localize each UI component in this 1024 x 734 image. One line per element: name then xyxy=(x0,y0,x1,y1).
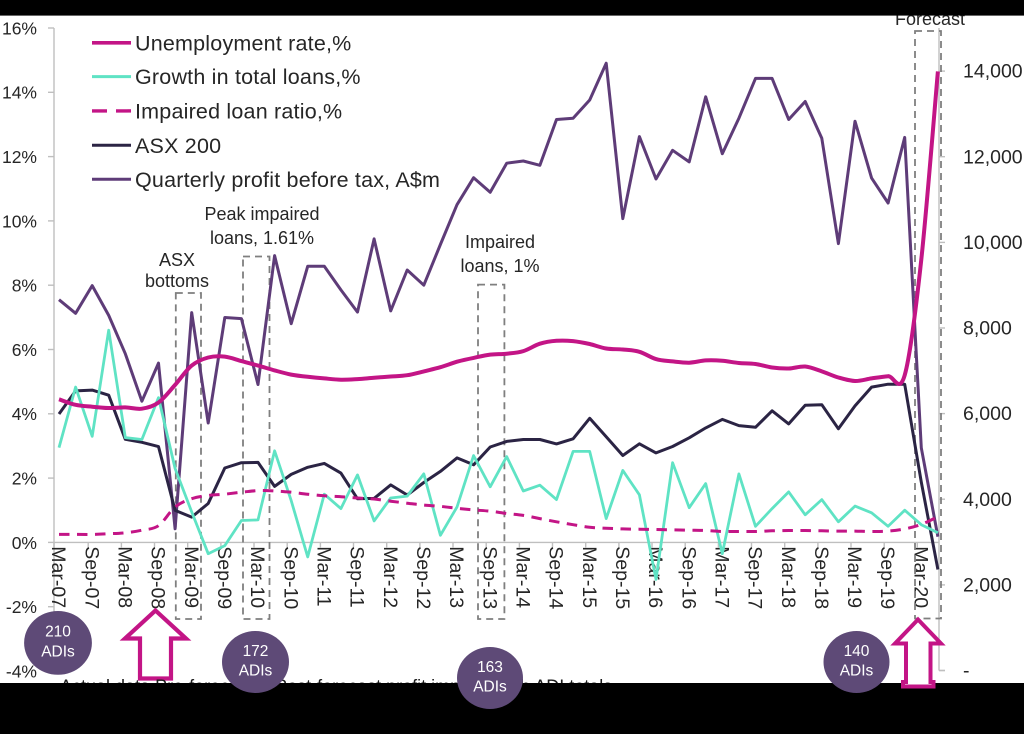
svg-text:Sep-19: Sep-19 xyxy=(876,546,898,609)
svg-text:0%: 0% xyxy=(12,533,37,553)
svg-text:bottoms: bottoms xyxy=(145,271,209,291)
svg-text:16%: 16% xyxy=(2,18,37,38)
svg-text:2,000: 2,000 xyxy=(963,575,1012,597)
svg-text:210: 210 xyxy=(45,624,71,641)
svg-text:Mar-20: Mar-20 xyxy=(909,546,931,608)
svg-text:163: 163 xyxy=(477,659,503,676)
svg-text:12%: 12% xyxy=(2,147,37,167)
svg-text:4%: 4% xyxy=(12,404,37,424)
svg-text:Sep-07: Sep-07 xyxy=(80,546,102,609)
svg-text:Mar-17: Mar-17 xyxy=(710,546,732,608)
svg-text:12,000: 12,000 xyxy=(963,146,1023,168)
svg-text:Sep-08: Sep-08 xyxy=(147,546,169,609)
svg-text:Mar-11: Mar-11 xyxy=(312,546,334,606)
svg-text:loans, 1.61%: loans, 1.61% xyxy=(210,228,314,248)
svg-text:Sep-17: Sep-17 xyxy=(744,546,766,609)
svg-text:10%: 10% xyxy=(2,211,37,231)
svg-text:Sep-14: Sep-14 xyxy=(545,546,567,609)
svg-text:Mar-19: Mar-19 xyxy=(843,546,865,608)
svg-text:ASX 200: ASX 200 xyxy=(135,134,221,158)
svg-text:Growth in total loans,%: Growth in total loans,% xyxy=(135,65,361,89)
svg-text:Sep-15: Sep-15 xyxy=(611,546,633,609)
svg-text:Sep-16: Sep-16 xyxy=(677,546,699,609)
svg-text:10,000: 10,000 xyxy=(963,232,1023,254)
svg-text:Sep-12: Sep-12 xyxy=(412,546,434,609)
svg-text:Mar-09: Mar-09 xyxy=(180,546,202,608)
svg-text:ADIs: ADIs xyxy=(840,662,874,679)
svg-text:172: 172 xyxy=(243,643,269,660)
svg-text:Mar-10: Mar-10 xyxy=(246,546,268,608)
svg-text:ADIs: ADIs xyxy=(473,678,507,695)
svg-text:Peak impaired: Peak impaired xyxy=(204,204,319,224)
svg-text:Mar-07: Mar-07 xyxy=(47,546,69,608)
svg-text:Impaired loan ratio,%: Impaired loan ratio,% xyxy=(135,100,342,124)
svg-text:Mar-12: Mar-12 xyxy=(379,546,401,608)
svg-text:14,000: 14,000 xyxy=(963,61,1023,83)
svg-text:Mar-14: Mar-14 xyxy=(511,546,533,608)
svg-text:Mar-08: Mar-08 xyxy=(113,546,135,608)
svg-text:ASX: ASX xyxy=(159,250,195,270)
svg-text:14%: 14% xyxy=(2,83,37,103)
svg-text:Mar-15: Mar-15 xyxy=(578,546,600,608)
svg-text:140: 140 xyxy=(844,643,870,660)
svg-text:-: - xyxy=(963,660,970,682)
svg-text:2%: 2% xyxy=(12,469,37,489)
svg-text:-4%: -4% xyxy=(6,661,37,681)
svg-text:Sep-10: Sep-10 xyxy=(279,546,301,609)
svg-text:Sep-13: Sep-13 xyxy=(478,546,500,609)
svg-text:ADIs: ADIs xyxy=(239,662,273,679)
svg-text:loans, 1%: loans, 1% xyxy=(460,256,539,276)
svg-text:Mar-13: Mar-13 xyxy=(445,546,467,608)
svg-text:Sep-18: Sep-18 xyxy=(810,546,832,609)
svg-text:Impaired: Impaired xyxy=(465,232,535,252)
svg-text:4,000: 4,000 xyxy=(963,489,1012,511)
svg-text:-2%: -2% xyxy=(6,597,37,617)
svg-text:Unemployment rate,%: Unemployment rate,% xyxy=(135,31,352,55)
svg-text:ADIs: ADIs xyxy=(41,643,75,660)
svg-text:Sep-11: Sep-11 xyxy=(346,546,368,607)
svg-text:Quarterly profit before tax, A: Quarterly profit before tax, A$m xyxy=(135,168,440,192)
svg-text:6,000: 6,000 xyxy=(963,403,1012,425)
svg-text:8%: 8% xyxy=(12,276,37,296)
svg-text:Mar-18: Mar-18 xyxy=(777,546,799,608)
svg-text:Sep-09: Sep-09 xyxy=(213,546,235,609)
svg-text:6%: 6% xyxy=(12,340,37,360)
svg-text:8,000: 8,000 xyxy=(963,318,1012,340)
